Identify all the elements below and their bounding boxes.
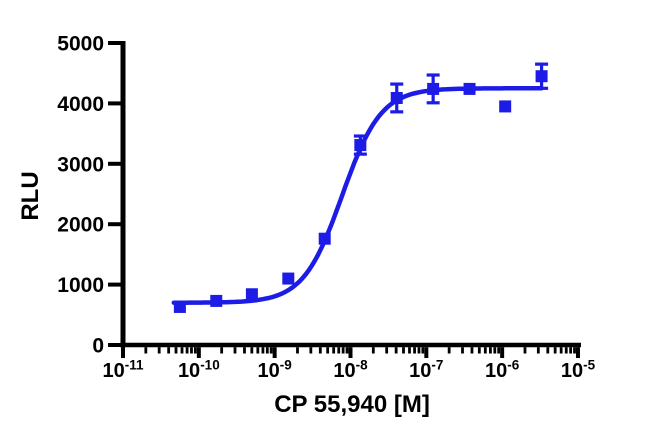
data-point-marker (535, 70, 548, 83)
y-tick-label: 5000 (57, 33, 104, 56)
data-point-marker (173, 300, 186, 313)
x-axis-minor-ticks (144, 347, 576, 354)
y-tick-label: 1000 (57, 274, 104, 297)
data-point-marker (245, 288, 258, 301)
x-tick-label: 10-10 (178, 358, 220, 383)
x-axis-title: CP 55,940 [M] (274, 391, 430, 418)
x-tick-label: 10-11 (102, 358, 144, 383)
data-point-marker (282, 272, 295, 285)
x-tick-label: 10-7 (409, 358, 443, 383)
x-tick-label: 10-8 (333, 358, 368, 383)
data-series (173, 62, 549, 313)
y-axis-ticks: 0 1000 2000 3000 4000 5000 (57, 33, 121, 358)
data-point-marker (390, 91, 403, 104)
data-point-marker (463, 82, 476, 95)
y-tick-label: 0 (92, 335, 104, 358)
fit-curve (171, 86, 544, 305)
data-point-marker (499, 100, 512, 113)
y-tick-label: 4000 (57, 93, 104, 116)
y-axis-title: RLU (17, 171, 44, 221)
x-tick-label: 10-9 (258, 358, 292, 383)
data-point-marker (318, 232, 331, 245)
y-tick-label: 3000 (57, 153, 104, 176)
data-point-marker (427, 82, 440, 95)
data-point-marker (210, 294, 223, 307)
y-tick-label: 2000 (57, 214, 104, 237)
x-tick-label: 10-5 (561, 358, 596, 383)
x-tick-label: 10-6 (485, 358, 520, 383)
data-point-marker (354, 139, 367, 152)
